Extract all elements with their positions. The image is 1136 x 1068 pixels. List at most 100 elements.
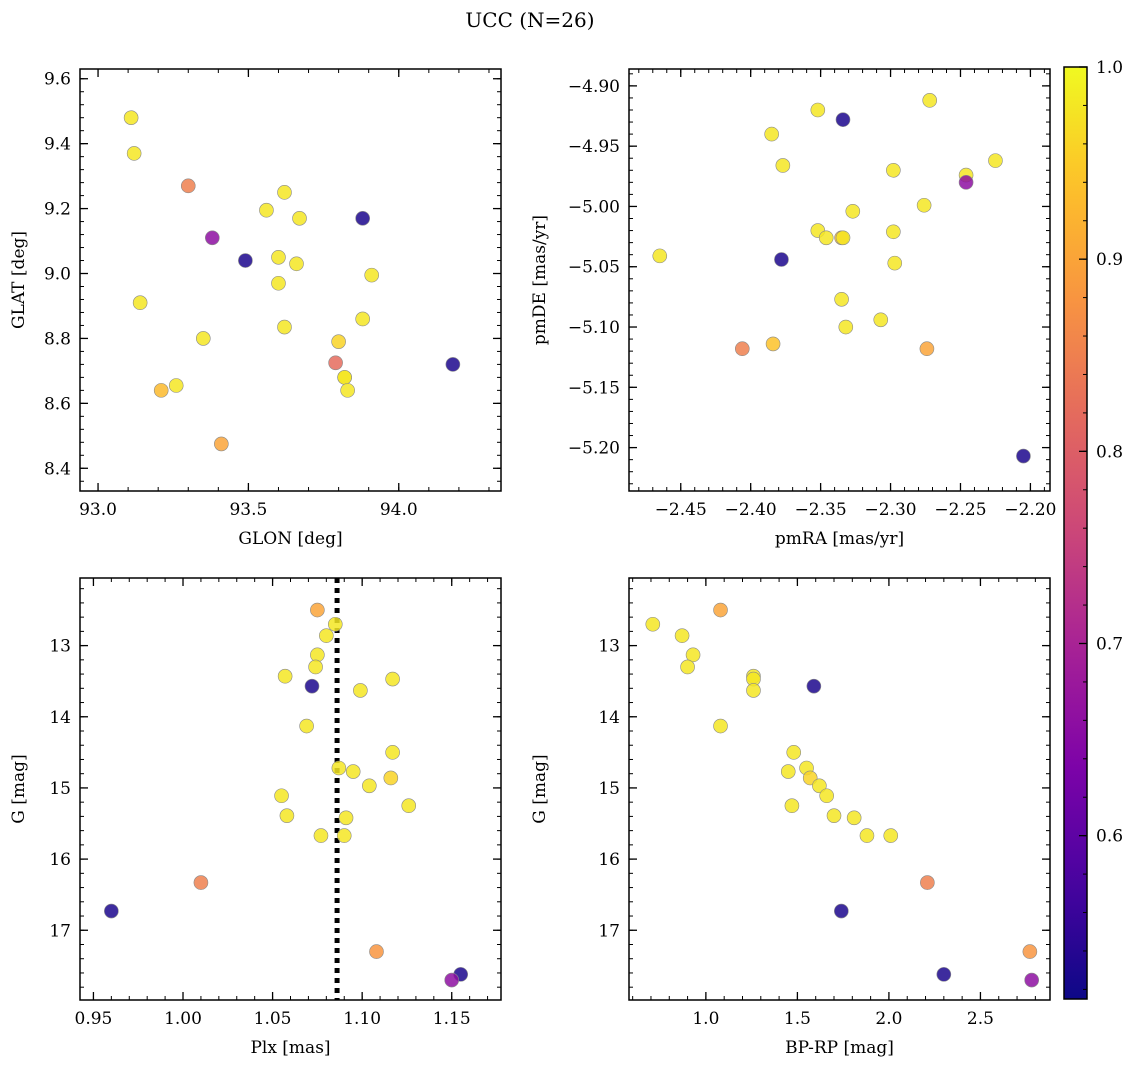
scatter-point <box>444 972 460 988</box>
scatter-point <box>834 291 849 307</box>
scatter-point <box>1024 972 1039 988</box>
x-tick-label: 2.0 <box>875 1009 902 1029</box>
scatter-point <box>292 211 307 226</box>
y-tick-label: −5.05 <box>568 258 620 278</box>
colorbar-tick-label: 0.6 <box>1096 827 1123 847</box>
scatter-point <box>104 903 119 919</box>
scatter-point <box>310 602 325 618</box>
scatter-point <box>195 331 211 346</box>
y-tick-label: 9.4 <box>44 135 71 155</box>
scatter-point <box>271 249 286 265</box>
x-axis-label: BP-RP [mag] <box>785 1038 894 1058</box>
scatter-point <box>304 678 320 694</box>
scatter-point <box>713 602 728 618</box>
scatter-point <box>746 683 761 698</box>
scatter-point <box>168 378 184 393</box>
x-axis-label: pmRA [mas/yr] <box>775 529 904 549</box>
scatter-point <box>277 319 292 335</box>
scatter-point <box>775 158 791 173</box>
scatter-point <box>883 828 899 843</box>
scatter-point <box>734 341 750 357</box>
colorbar: 0.6 0.7 0.8 0.9 1.0 <box>1063 58 1123 1000</box>
x-tick-label: −2.35 <box>795 500 847 520</box>
scatter-point <box>277 185 292 200</box>
y-tick-label: 14 <box>598 708 620 728</box>
x-tick-label: 0.95 <box>75 1009 113 1029</box>
scatter-point <box>313 828 329 843</box>
y-tick-label: 9.2 <box>44 200 71 220</box>
y-axis-label: G [mag] <box>530 754 550 823</box>
scatter-point <box>886 224 901 240</box>
scatter-point <box>364 267 379 283</box>
scatter-point <box>279 808 295 823</box>
y-tick-label: −5.10 <box>568 318 620 338</box>
scatter-point <box>784 798 800 814</box>
scatter-point <box>123 110 139 125</box>
scatter-point <box>383 770 399 786</box>
scatter-point <box>445 357 461 372</box>
scatter-point <box>259 202 274 218</box>
colorbar-tick-label: 0.7 <box>1096 634 1123 654</box>
x-tick-label: −2.30 <box>864 500 916 520</box>
scatter-point <box>331 760 347 776</box>
scatter-point <box>780 764 796 779</box>
scatter-point <box>274 788 289 804</box>
scatter-point <box>835 112 851 127</box>
y-tick-label: 9.6 <box>44 70 71 90</box>
y-tick-label: 16 <box>598 850 620 870</box>
scatter-point <box>205 230 220 246</box>
y-axis-label: G [mag] <box>9 754 29 823</box>
x-tick-label: −2.20 <box>1004 500 1056 520</box>
plot-frame <box>79 577 502 1001</box>
scatter-point <box>680 659 695 675</box>
y-tick-label: 15 <box>598 779 620 799</box>
scatter-point <box>810 102 826 118</box>
scatter-point <box>685 647 701 663</box>
scatter-point <box>845 203 861 219</box>
x-tick-label: −2.45 <box>655 500 707 520</box>
scatter-point <box>819 788 834 804</box>
scatter-point <box>353 683 368 698</box>
scatter-point <box>920 875 935 890</box>
panels: 93.0 93.5 94.0 8.4 8.6 8.8 9.0 9.2 9.4 9.6 GLON [d… <box>9 68 1056 1058</box>
scatter-point <box>289 256 304 272</box>
scatter-point <box>327 616 343 632</box>
scatter-point <box>812 778 827 794</box>
x-tick-label: 1.00 <box>164 1009 202 1029</box>
scatter-point <box>362 778 377 794</box>
x-tick-label: 1.5 <box>784 1009 811 1029</box>
x-tick-label: 1.0 <box>692 1009 719 1029</box>
panel-3: 0.95 1.00 1.05 1.10 1.15 13 14 15 16 17 Plx [mas] G… <box>9 577 502 1058</box>
scatter-point <box>826 808 842 823</box>
scatter-point <box>319 628 334 643</box>
scatter-point <box>299 718 314 734</box>
y-tick-label: −5.15 <box>568 378 620 398</box>
scatter-point <box>345 764 361 779</box>
scatter-point <box>873 312 889 328</box>
scatter-point <box>193 875 209 890</box>
scatter-point <box>277 668 293 684</box>
scatter-point <box>328 355 343 371</box>
x-tick-label: −2.25 <box>934 500 986 520</box>
colorbar-tick-label: 0.8 <box>1096 442 1123 462</box>
y-tick-label: 14 <box>49 708 71 728</box>
scatter-point <box>308 659 323 675</box>
scatter-point <box>818 230 834 246</box>
x-axis-label: Plx [mas] <box>250 1038 330 1058</box>
scatter-point <box>337 370 352 385</box>
scatter-point <box>153 383 169 398</box>
y-tick-label: 15 <box>49 779 71 799</box>
figure-title: UCC (N=26) <box>465 8 594 32</box>
scatter-point <box>310 647 325 663</box>
y-tick-label: −5.20 <box>568 439 620 459</box>
plot-frame <box>628 68 1051 492</box>
y-tick-label: 8.8 <box>44 329 71 349</box>
scatter-point <box>674 628 690 643</box>
scatter-point <box>887 255 903 271</box>
scatter-point <box>859 828 875 843</box>
y-tick-label: 13 <box>49 637 71 657</box>
scatter-point <box>764 126 779 142</box>
colorbar-tick-label: 1.0 <box>1096 58 1123 78</box>
scatter-point <box>988 153 1003 168</box>
